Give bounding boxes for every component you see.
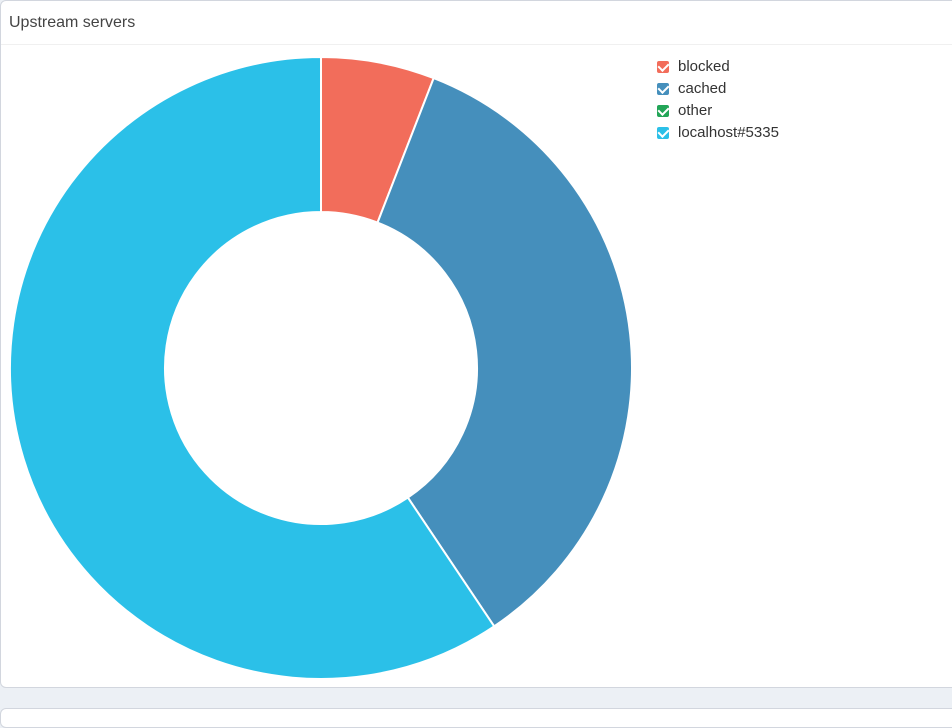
next-panel [0,708,952,728]
legend-checkbox[interactable] [657,59,670,73]
panel-title: Upstream servers [9,14,136,31]
checkmark-icon [657,103,670,117]
chart-slices [9,55,633,680]
legend-label: localhost#5335 [678,124,779,141]
panel-header: Upstream servers [1,1,952,45]
legend-label: blocked [678,58,730,75]
checkmark-icon [657,125,670,139]
legend-label: cached [678,80,727,97]
legend-checkbox[interactable] [657,81,670,95]
legend-item-localhost-5335[interactable]: localhost#5335 [657,122,779,144]
legend-item-other[interactable]: other [657,100,779,122]
legend-checkbox[interactable] [657,103,670,117]
legend-label: other [678,102,713,119]
upstream-servers-panel: Upstream servers blocked cached other local… [0,0,952,688]
legend-item-blocked[interactable]: blocked [657,56,779,78]
legend-item-cached[interactable]: cached [657,78,779,100]
upstream-servers-doughnut-chart [9,55,633,680]
checkmark-icon [657,59,670,73]
slice-localhost-5335[interactable] [9,55,496,680]
chart-legend: blocked cached other localhost#5335 [657,56,779,144]
legend-checkbox[interactable] [657,125,670,139]
slice-cached[interactable] [376,76,633,628]
checkmark-icon [657,81,670,95]
